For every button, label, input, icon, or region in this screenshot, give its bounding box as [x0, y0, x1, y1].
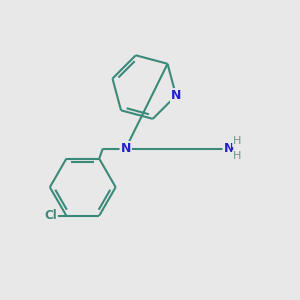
Text: H: H	[233, 136, 242, 146]
Text: Cl: Cl	[44, 209, 57, 222]
Text: N: N	[224, 142, 234, 155]
Text: H: H	[233, 151, 242, 161]
Text: N: N	[171, 89, 181, 102]
Text: N: N	[121, 142, 131, 155]
